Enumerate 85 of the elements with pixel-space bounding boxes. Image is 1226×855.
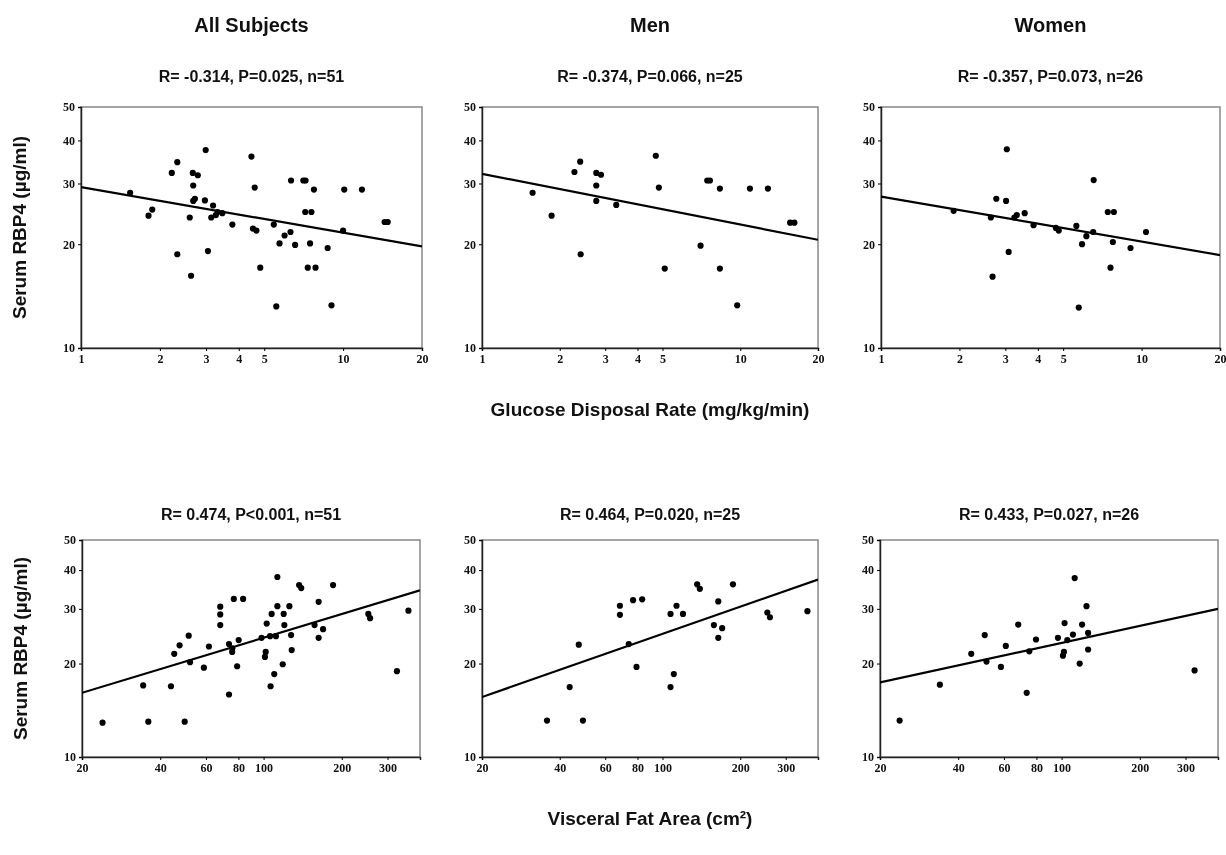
x-tick-label: 100 — [1053, 760, 1072, 775]
y-tick-label: 40 — [862, 563, 874, 578]
y-tick-label: 50 — [862, 533, 874, 548]
y-tick-label: 20 — [464, 237, 476, 252]
x-tick-label: 2 — [557, 351, 564, 366]
y-tick-label: 20 — [63, 237, 75, 252]
y-tick-label: 40 — [464, 563, 476, 578]
x-tick-label: 4 — [236, 351, 243, 366]
x-tick-label: 5 — [1060, 351, 1067, 366]
x-tick-label: 2 — [956, 351, 963, 366]
chart-title: Women — [1014, 14, 1087, 36]
chart-title: Men — [630, 14, 670, 36]
x-tick-label: 20 — [874, 760, 887, 775]
x-tick-label: 100 — [654, 760, 673, 775]
y-tick-label: 50 — [63, 100, 75, 115]
x-tick-label: 3 — [203, 351, 210, 366]
x-tick-label: 1 — [78, 351, 85, 366]
chart-title: R= 0.433, P=0.027, n=26 — [958, 506, 1140, 523]
y-tick-label: 40 — [863, 133, 875, 148]
x-tick-label: 40 — [952, 760, 965, 775]
x-tick-label: 4 — [634, 351, 641, 366]
x-tick-label: 60 — [599, 760, 612, 775]
y-tick-label: 20 — [464, 656, 476, 671]
chart-title: R= 0.474, P<0.001, n=51 — [160, 506, 342, 523]
x-tick-label: 20 — [1214, 351, 1226, 366]
y-tick-label: 20 — [862, 656, 874, 671]
x-axis-title: Glucose Disposal Rate (mg/kg/min) — [490, 399, 810, 420]
x-tick-label: 40 — [154, 760, 167, 775]
x-tick-label: 10 — [734, 351, 747, 366]
y-tick-label: 10 — [464, 341, 476, 356]
y-tick-label: 50 — [464, 100, 476, 115]
chart-subtitle: R= -0.374, P=0.066, n=25 — [557, 68, 743, 85]
x-tick-label: 80 — [1030, 760, 1043, 775]
y-tick-label: 30 — [64, 602, 76, 617]
x-tick-label: 60 — [998, 760, 1011, 775]
x-tick-label: 1 — [878, 351, 885, 366]
y-tick-label: 10 — [64, 750, 76, 765]
chart-title: All Subjects — [194, 14, 309, 36]
x-tick-label: 20 — [76, 760, 89, 775]
y-axis-title: Serum RBP4 (µg/ml) — [10, 556, 31, 741]
y-tick-label: 30 — [863, 176, 875, 191]
x-tick-label: 3 — [602, 351, 609, 366]
y-tick-label: 20 — [863, 237, 875, 252]
y-axis-title: Serum RBP4 (µg/ml) — [9, 135, 30, 320]
x-tick-label: 80 — [232, 760, 245, 775]
y-tick-label: 30 — [63, 176, 75, 191]
x-tick-label: 300 — [379, 760, 398, 775]
x-tick-label: 2 — [157, 351, 164, 366]
x-tick-label: 80 — [631, 760, 644, 775]
chart-title: R= 0.464, P=0.020, n=25 — [559, 506, 741, 523]
x-tick-label: 200 — [333, 760, 352, 775]
x-tick-label: 300 — [1177, 760, 1196, 775]
chart-subtitle: R= -0.357, P=0.073, n=26 — [957, 68, 1144, 85]
y-tick-label: 30 — [464, 602, 476, 617]
x-tick-label: 20 — [476, 760, 489, 775]
x-tick-label: 60 — [200, 760, 213, 775]
x-tick-label: 10 — [1136, 351, 1149, 366]
x-tick-label: 20 — [416, 351, 429, 366]
x-tick-label: 10 — [337, 351, 350, 366]
y-tick-label: 30 — [862, 602, 874, 617]
x-tick-label: 5 — [660, 351, 667, 366]
x-tick-label: 300 — [777, 760, 796, 775]
x-tick-label: 20 — [812, 351, 825, 366]
x-axis-title: Visceral Fat Area (cm²) — [547, 808, 753, 829]
x-tick-label: 40 — [554, 760, 567, 775]
x-tick-label: 200 — [731, 760, 750, 775]
y-tick-label: 30 — [464, 176, 476, 191]
y-tick-label: 10 — [863, 341, 875, 356]
x-tick-label: 200 — [1131, 760, 1150, 775]
x-tick-label: 4 — [1035, 351, 1042, 366]
x-tick-label: 5 — [261, 351, 268, 366]
y-tick-label: 40 — [63, 133, 75, 148]
chart-subtitle: R= -0.314, P=0.025, n=51 — [158, 68, 345, 85]
y-tick-label: 50 — [863, 100, 875, 115]
y-tick-label: 40 — [64, 563, 76, 578]
y-tick-label: 50 — [64, 533, 76, 548]
y-tick-label: 50 — [464, 533, 476, 548]
x-tick-label: 1 — [479, 351, 486, 366]
y-tick-label: 10 — [862, 750, 874, 765]
y-tick-label: 10 — [63, 341, 75, 356]
y-tick-label: 40 — [464, 133, 476, 148]
x-tick-label: 3 — [1002, 351, 1009, 366]
x-tick-label: 100 — [255, 760, 274, 775]
y-tick-label: 10 — [464, 750, 476, 765]
y-tick-label: 20 — [64, 656, 76, 671]
